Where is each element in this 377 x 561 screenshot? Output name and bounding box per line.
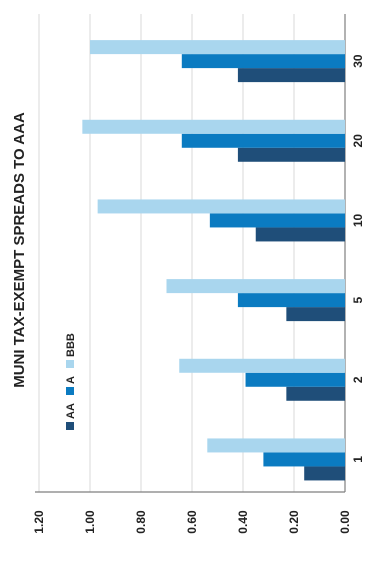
bar-aa-5 <box>286 307 345 322</box>
legend-label-a: A <box>65 376 77 384</box>
bar-aa-2 <box>286 386 345 401</box>
bar-bbb-2 <box>179 358 345 373</box>
legend-label-aa: AA <box>65 403 77 419</box>
value-tick-label: 0.40 <box>236 510 250 534</box>
legend-swatch-bbb <box>66 360 74 368</box>
bar-a-10 <box>209 213 345 228</box>
value-tick-label: 1.20 <box>32 510 46 534</box>
chart-layer: 0.00 0.20 0.40 0.60 0.80 1.00 1.20 1 2 5 10 20 30 MUN… <box>11 14 365 534</box>
bar-a-1 <box>263 452 345 467</box>
legend-label-bbb: BBB <box>65 333 77 357</box>
category-tick-label: 10 <box>351 213 365 227</box>
bar-bbb-5 <box>166 279 345 294</box>
category-tick-label: 5 <box>351 296 365 303</box>
value-tick-label: 0.20 <box>287 510 301 534</box>
value-tick-label: 0.60 <box>185 510 199 534</box>
category-tick-label: 20 <box>351 134 365 148</box>
bar-bbb-20 <box>82 119 345 134</box>
bar-aa-10 <box>255 227 345 242</box>
bar-a-5 <box>237 293 345 308</box>
category-tick-label: 2 <box>351 376 365 383</box>
bar-a-2 <box>245 372 345 387</box>
value-tick-label: 1.00 <box>83 510 97 534</box>
value-tick-label: 0.00 <box>338 510 352 534</box>
bar-a-20 <box>181 133 345 148</box>
category-tick-label: 1 <box>351 456 365 463</box>
category-tick-label: 30 <box>351 54 365 68</box>
bar-aa-20 <box>237 147 345 162</box>
bar-bbb-10 <box>97 199 346 214</box>
bar-bbb-30 <box>90 40 345 55</box>
chart-title: MUNI TAX-EXEMPT SPREADS TO AAA <box>11 112 28 388</box>
bar-aa-1 <box>304 466 345 481</box>
bar-bbb-1 <box>207 438 345 453</box>
legend-swatch-a <box>66 387 74 395</box>
bar-a-30 <box>181 54 345 69</box>
legend-swatch-aa <box>66 422 74 430</box>
value-tick-label: 0.80 <box>134 510 148 534</box>
bar-aa-30 <box>237 68 345 83</box>
